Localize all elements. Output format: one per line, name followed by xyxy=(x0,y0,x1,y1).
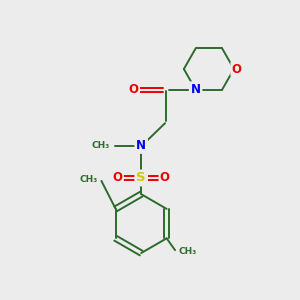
Text: S: S xyxy=(136,172,146,184)
Text: CH₃: CH₃ xyxy=(178,247,197,256)
Text: O: O xyxy=(112,172,123,184)
Text: N: N xyxy=(190,83,201,96)
Text: CH₃: CH₃ xyxy=(92,141,110,150)
Text: O: O xyxy=(160,172,170,184)
Text: CH₃: CH₃ xyxy=(80,175,98,184)
Text: O: O xyxy=(129,83,139,96)
Text: N: N xyxy=(136,139,146,152)
Text: O: O xyxy=(232,62,242,76)
